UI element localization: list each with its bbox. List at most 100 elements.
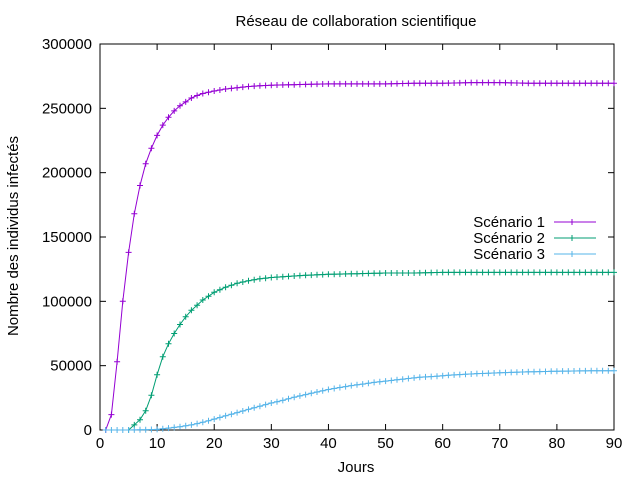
scenario-2-marker [434,269,440,276]
scenario-1-marker [508,79,515,86]
scenario-1-marker [468,79,475,86]
scenario-2-marker [559,269,566,276]
scenario-1-marker [279,81,286,88]
scenario-2-marker [588,269,595,276]
scenario-3-marker [171,424,178,431]
scenario-1-marker [559,80,566,87]
scenario-3-marker [496,369,503,376]
scenario-3-marker [142,426,149,433]
scenario-2-marker [262,275,269,282]
scenario-1-marker [199,90,206,97]
scenario-1-marker [428,80,435,87]
scenario-2-marker [462,269,469,276]
x-axis-label: Jours [338,459,375,476]
scenario-2-marker [439,269,446,276]
scenario-1-marker [108,411,115,418]
chart-title: Réseau de collaboration scientifique [236,13,477,30]
scenario-3-marker [388,377,395,384]
scenario-3-marker [605,367,612,374]
legend-label-scenario-1: Scénario 1 [473,214,545,231]
scenario-1-marker [285,81,292,88]
scenario-1-marker [354,80,360,87]
scenario-3-marker [611,367,617,374]
scenario-3-marker [148,426,155,433]
scenario-3-marker [582,367,589,374]
scenario-2-marker [399,270,406,276]
scenario-3-marker [394,376,400,383]
scenario-3-marker [154,426,161,433]
x-tick-label: 20 [206,435,223,452]
scenario-3-marker [508,369,515,376]
scenario-2-marker [599,269,606,276]
x-tick-label: 80 [549,435,566,452]
scenario-3-marker [308,390,315,397]
scenario-2-marker [296,272,303,279]
scenario-2-marker [548,269,555,276]
scenario-3-marker [348,382,355,389]
scenario-1-marker [388,80,395,87]
scenario-1-marker [599,80,606,87]
x-tick-label: 90 [606,435,623,452]
scenario-1-marker [456,79,463,86]
scenario-1-marker [325,80,332,87]
scenario-2-marker [611,269,617,276]
scenario-3-marker [513,369,520,376]
scenario-2-marker [531,269,537,276]
legend-marker-scenario-3 [569,251,575,257]
scenario-3-marker [199,419,206,426]
scenario-1-marker [296,81,303,88]
scenario-1-marker [485,79,492,86]
scenario-3-marker [239,408,246,414]
scenario-3-marker [456,371,463,378]
scenario-1-marker [439,80,446,87]
scenario-3-marker [519,369,526,375]
scenario-1-marker [137,182,143,189]
scenario-2-marker [536,269,543,276]
x-tick-label: 50 [377,435,394,452]
scenario-1-marker [588,80,595,87]
scenario-3-marker [359,381,366,388]
scenario-2-marker [571,269,577,276]
scenario-2-marker [468,269,475,276]
scenario-1-marker [479,79,486,86]
scenario-1-marker [571,80,577,87]
scenario-3-marker [114,427,121,433]
scenario-2-marker [331,271,338,278]
scenario-2-marker [365,270,372,277]
scenario-2-marker [285,273,292,280]
scenario-2-marker [576,269,583,276]
scenario-1-marker [302,81,309,88]
scenario-1-marker [216,87,223,93]
scenario-3-marker [159,425,166,432]
scenario-2-marker [159,353,166,360]
scenario-1-marker [605,80,612,87]
scenario-2-marker [485,269,492,276]
scenario-1-marker [491,79,498,86]
scenario-3-marker [599,367,606,374]
scenario-1-marker [365,80,372,87]
scenario-1-marker [576,80,583,87]
scenario-2-marker [154,371,161,378]
scenario-3-marker [325,386,332,393]
scenario-3-marker [553,368,560,375]
scenario-2-marker [279,273,286,280]
scenario-1-marker [234,84,241,91]
scenario-3-marker [365,380,372,387]
scenario-1-marker [188,95,195,101]
scenario-1-marker [142,160,149,167]
scenario-1-marker [262,82,269,89]
scenario-2-marker [405,270,412,276]
scenario-3-marker [302,391,309,398]
scenario-3-marker [279,397,286,404]
scenario-3-marker [571,368,577,374]
scenario-3-marker [205,417,212,424]
scenario-1-marker [114,358,121,365]
scenario-2-marker [354,270,360,277]
scenario-1-marker [211,88,218,94]
scenario-3-marker [593,367,600,374]
y-tick-label: 300000 [42,36,92,53]
scenario-3-marker [319,387,326,394]
scenario-1-marker [171,107,178,114]
